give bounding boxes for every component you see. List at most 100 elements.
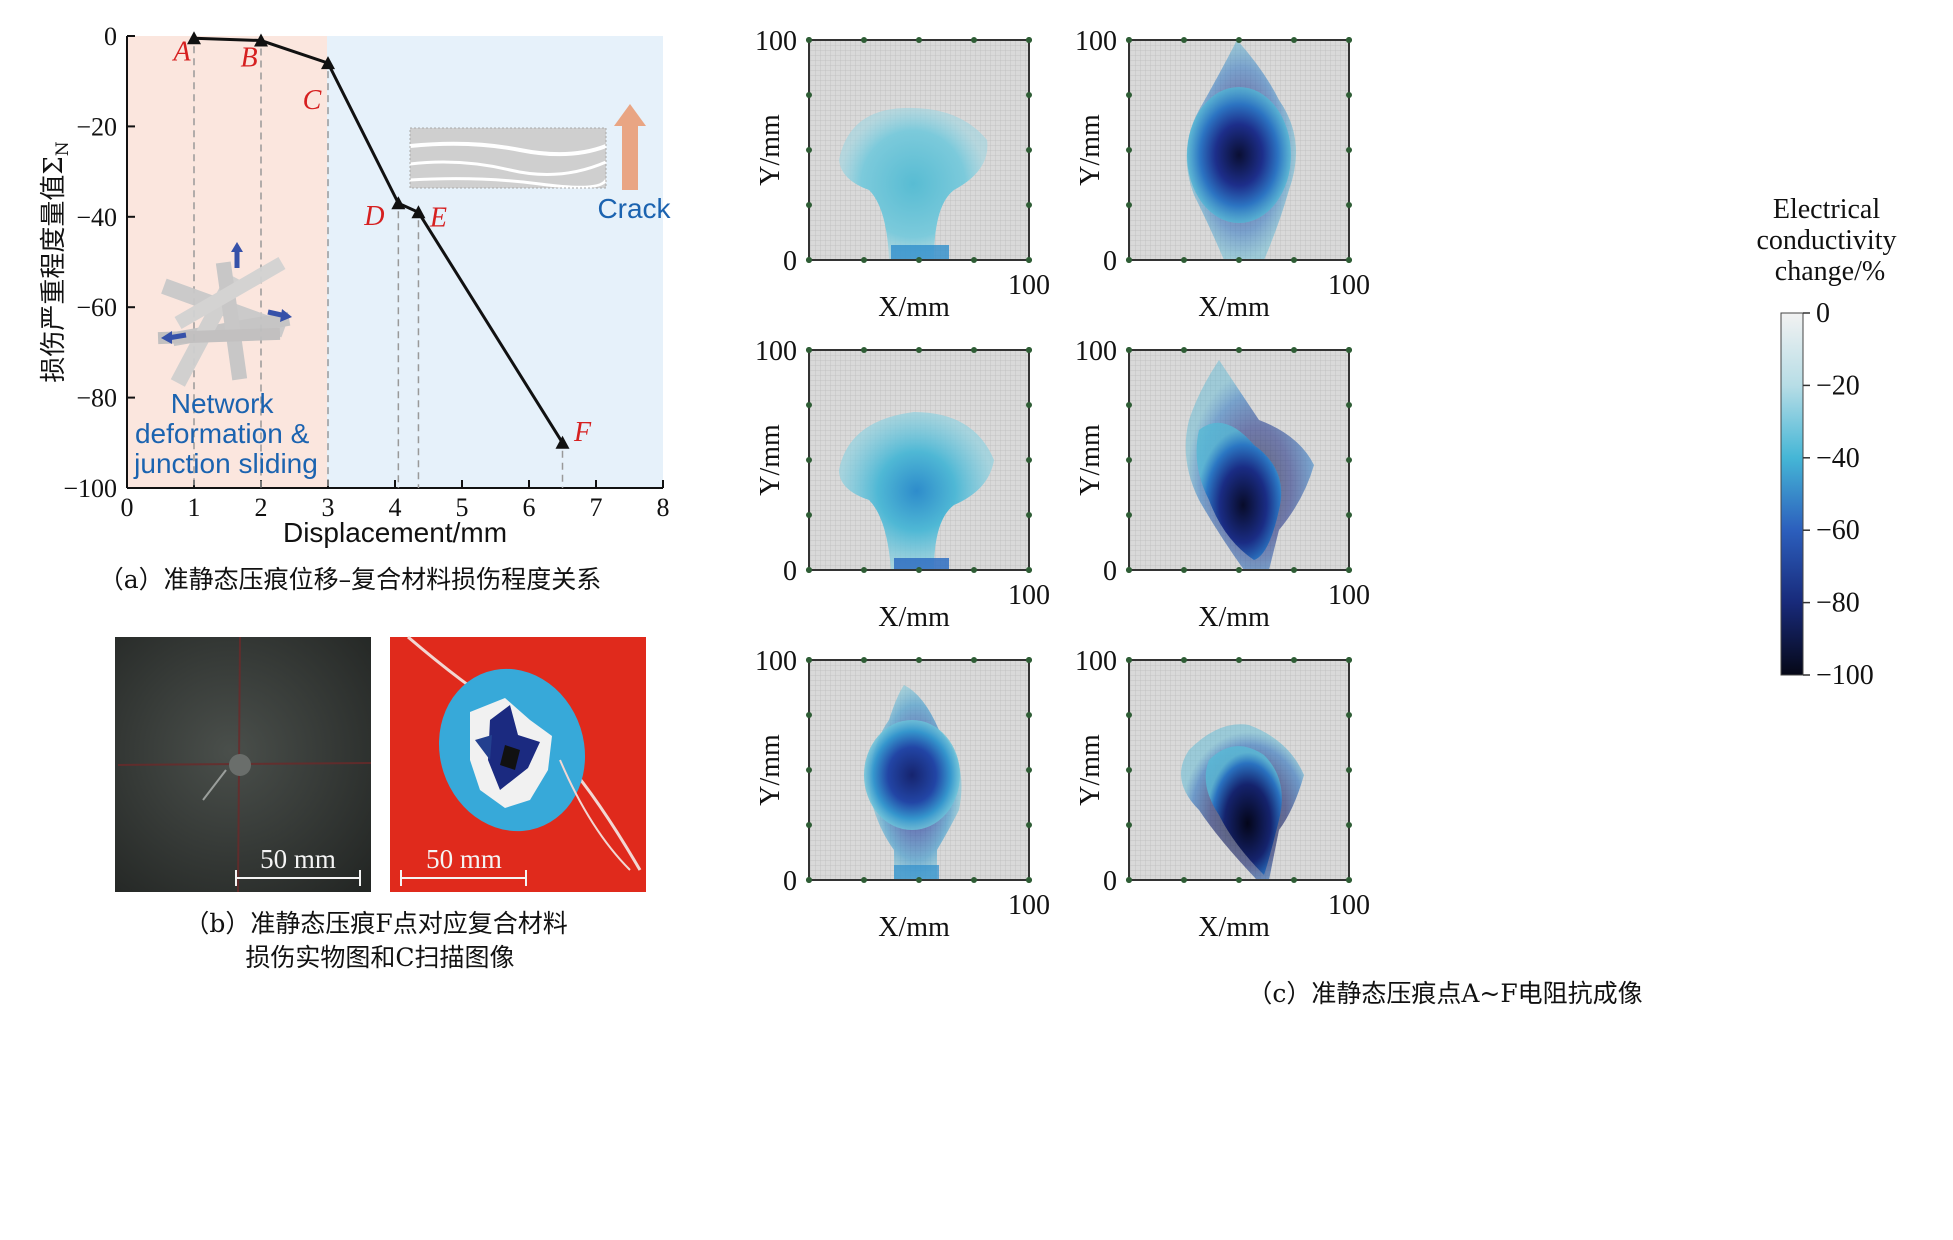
electrode-dot (806, 712, 812, 718)
panel-b-caption: （b）准静态压痕F点对应复合材料 损伤实物图和C扫描图像 (184, 909, 575, 972)
x-tick-label: 8 (657, 493, 670, 522)
point-label-C: C (303, 85, 322, 116)
heatmap-E: 100 0 100 X/mm Y/mm (755, 646, 1050, 943)
heatmap-x-label: X/mm (1198, 292, 1270, 323)
point-label-E: E (429, 202, 447, 233)
electrode-dot (1346, 202, 1352, 208)
heatmap-D: 100 0 100 X/mm Y/mm (1075, 336, 1370, 633)
electrode-dot (861, 37, 867, 43)
electrode-dot (861, 657, 867, 663)
heatmap-y-label: Y/mm (1075, 114, 1106, 186)
electrode-dot (971, 347, 977, 353)
electrode-dot (1181, 257, 1187, 263)
x-tick-label: 7 (590, 493, 603, 522)
electrode-dot (1346, 822, 1352, 828)
electrode-dot (1126, 877, 1132, 883)
heatmap-x-tick-max: 100 (1328, 270, 1370, 301)
heatmap-x-tick-max: 100 (1008, 270, 1050, 301)
scale-bar-label-scan: 50 mm (426, 844, 502, 874)
heatmap-y-tick-max: 100 (755, 336, 797, 367)
electrode-dot (1026, 257, 1032, 263)
electrode-dot (806, 822, 812, 828)
scale-bar-label-photo: 50 mm (260, 844, 336, 874)
electrode-dot (1126, 257, 1132, 263)
heatmap-y-label: Y/mm (1075, 734, 1106, 806)
electrode-dot (916, 877, 922, 883)
electrode-dot (806, 657, 812, 663)
data-point-C (321, 56, 335, 70)
colorbar-title: Electrical conductivity change/% (1757, 194, 1904, 287)
heatmap-B: 100 0 100 X/mm Y/mm (1075, 26, 1370, 323)
electrode-dot (971, 257, 977, 263)
x-tick-label: 0 (121, 493, 134, 522)
electrode-dot (1346, 712, 1352, 718)
point-label-A: A (171, 36, 191, 67)
heatmap-y-tick-max: 100 (755, 646, 797, 677)
electrode-dot (916, 567, 922, 573)
crack-illustration (409, 104, 646, 190)
y-tick-label: −60 (76, 293, 117, 322)
conductivity-blob-A (839, 107, 988, 260)
electrode-dot (861, 347, 867, 353)
electrode-dot (1291, 877, 1297, 883)
electrode-dot (1346, 457, 1352, 463)
data-point-B (254, 33, 268, 47)
heatmap-y-label: Y/mm (1075, 424, 1106, 496)
electrode-dot (1126, 402, 1132, 408)
x-tick-label: 5 (456, 493, 469, 522)
heatmap-y-label: Y/mm (755, 734, 786, 806)
electrode-dot (971, 657, 977, 663)
heatmap-y-tick-min: 0 (1103, 866, 1117, 897)
electrode-dot (1126, 92, 1132, 98)
electrode-dot (1236, 37, 1242, 43)
electrode-dot (1291, 567, 1297, 573)
heatmap-x-tick-max: 100 (1328, 580, 1370, 611)
y-tick-label: −20 (76, 112, 117, 141)
electrode-dot (1346, 92, 1352, 98)
crack-region-label: Crack (597, 193, 671, 224)
electrode-dot (806, 202, 812, 208)
heatmap-x-label: X/mm (1198, 912, 1270, 943)
electrode-dot (1026, 457, 1032, 463)
heatmap-x-label: X/mm (878, 292, 950, 323)
electrode-dot (1181, 567, 1187, 573)
electrode-dot (1346, 512, 1352, 518)
electrode-dot (1346, 402, 1352, 408)
heatmap-x-label: X/mm (878, 912, 950, 943)
region-crack-background (327, 36, 663, 488)
conductivity-blob-C (839, 412, 994, 570)
electrode-dot (1181, 37, 1187, 43)
heatmap-x-tick-max: 100 (1008, 580, 1050, 611)
y-tick-label: −40 (76, 203, 117, 232)
heatmap-y-tick-min: 0 (783, 556, 797, 587)
electrode-dot (916, 37, 922, 43)
electrode-dot (1291, 257, 1297, 263)
electrode-dot (1026, 92, 1032, 98)
electrode-dot (1236, 257, 1242, 263)
x-tick-label: 4 (389, 493, 402, 522)
electrode-dot (1236, 877, 1242, 883)
heatmap-F: 100 0 100 X/mm Y/mm (1075, 646, 1370, 943)
electrode-dot (1236, 657, 1242, 663)
electrode-dot (1026, 567, 1032, 573)
heatmap-x-label: X/mm (878, 602, 950, 633)
panel-c-caption: （c）准静态压痕点A~F电阻抗成像 (1247, 979, 1642, 1008)
x-tick-label: 6 (523, 493, 536, 522)
electrode-dot (1346, 347, 1352, 353)
heatmap-y-tick-min: 0 (1103, 556, 1117, 587)
electrode-dot (1126, 512, 1132, 518)
panel-c-heatmaps: 100 0 100 X/mm Y/mm 100 0 100 X/mm Y/mm 100 0 100 X/m… (755, 26, 1904, 1008)
electrode-dot (1126, 457, 1132, 463)
heatmap-x-tick-max: 100 (1008, 890, 1050, 921)
electrode-dot (1346, 567, 1352, 573)
electrode-dot (1026, 657, 1032, 663)
electrode-dot (1181, 657, 1187, 663)
electrode-dot (1291, 657, 1297, 663)
electrode-dot (971, 877, 977, 883)
point-label-B: B (240, 43, 257, 74)
heatmap-y-tick-max: 100 (1075, 336, 1117, 367)
electrode-dot (1126, 657, 1132, 663)
electrode-dot (861, 257, 867, 263)
electrode-dot (1026, 402, 1032, 408)
